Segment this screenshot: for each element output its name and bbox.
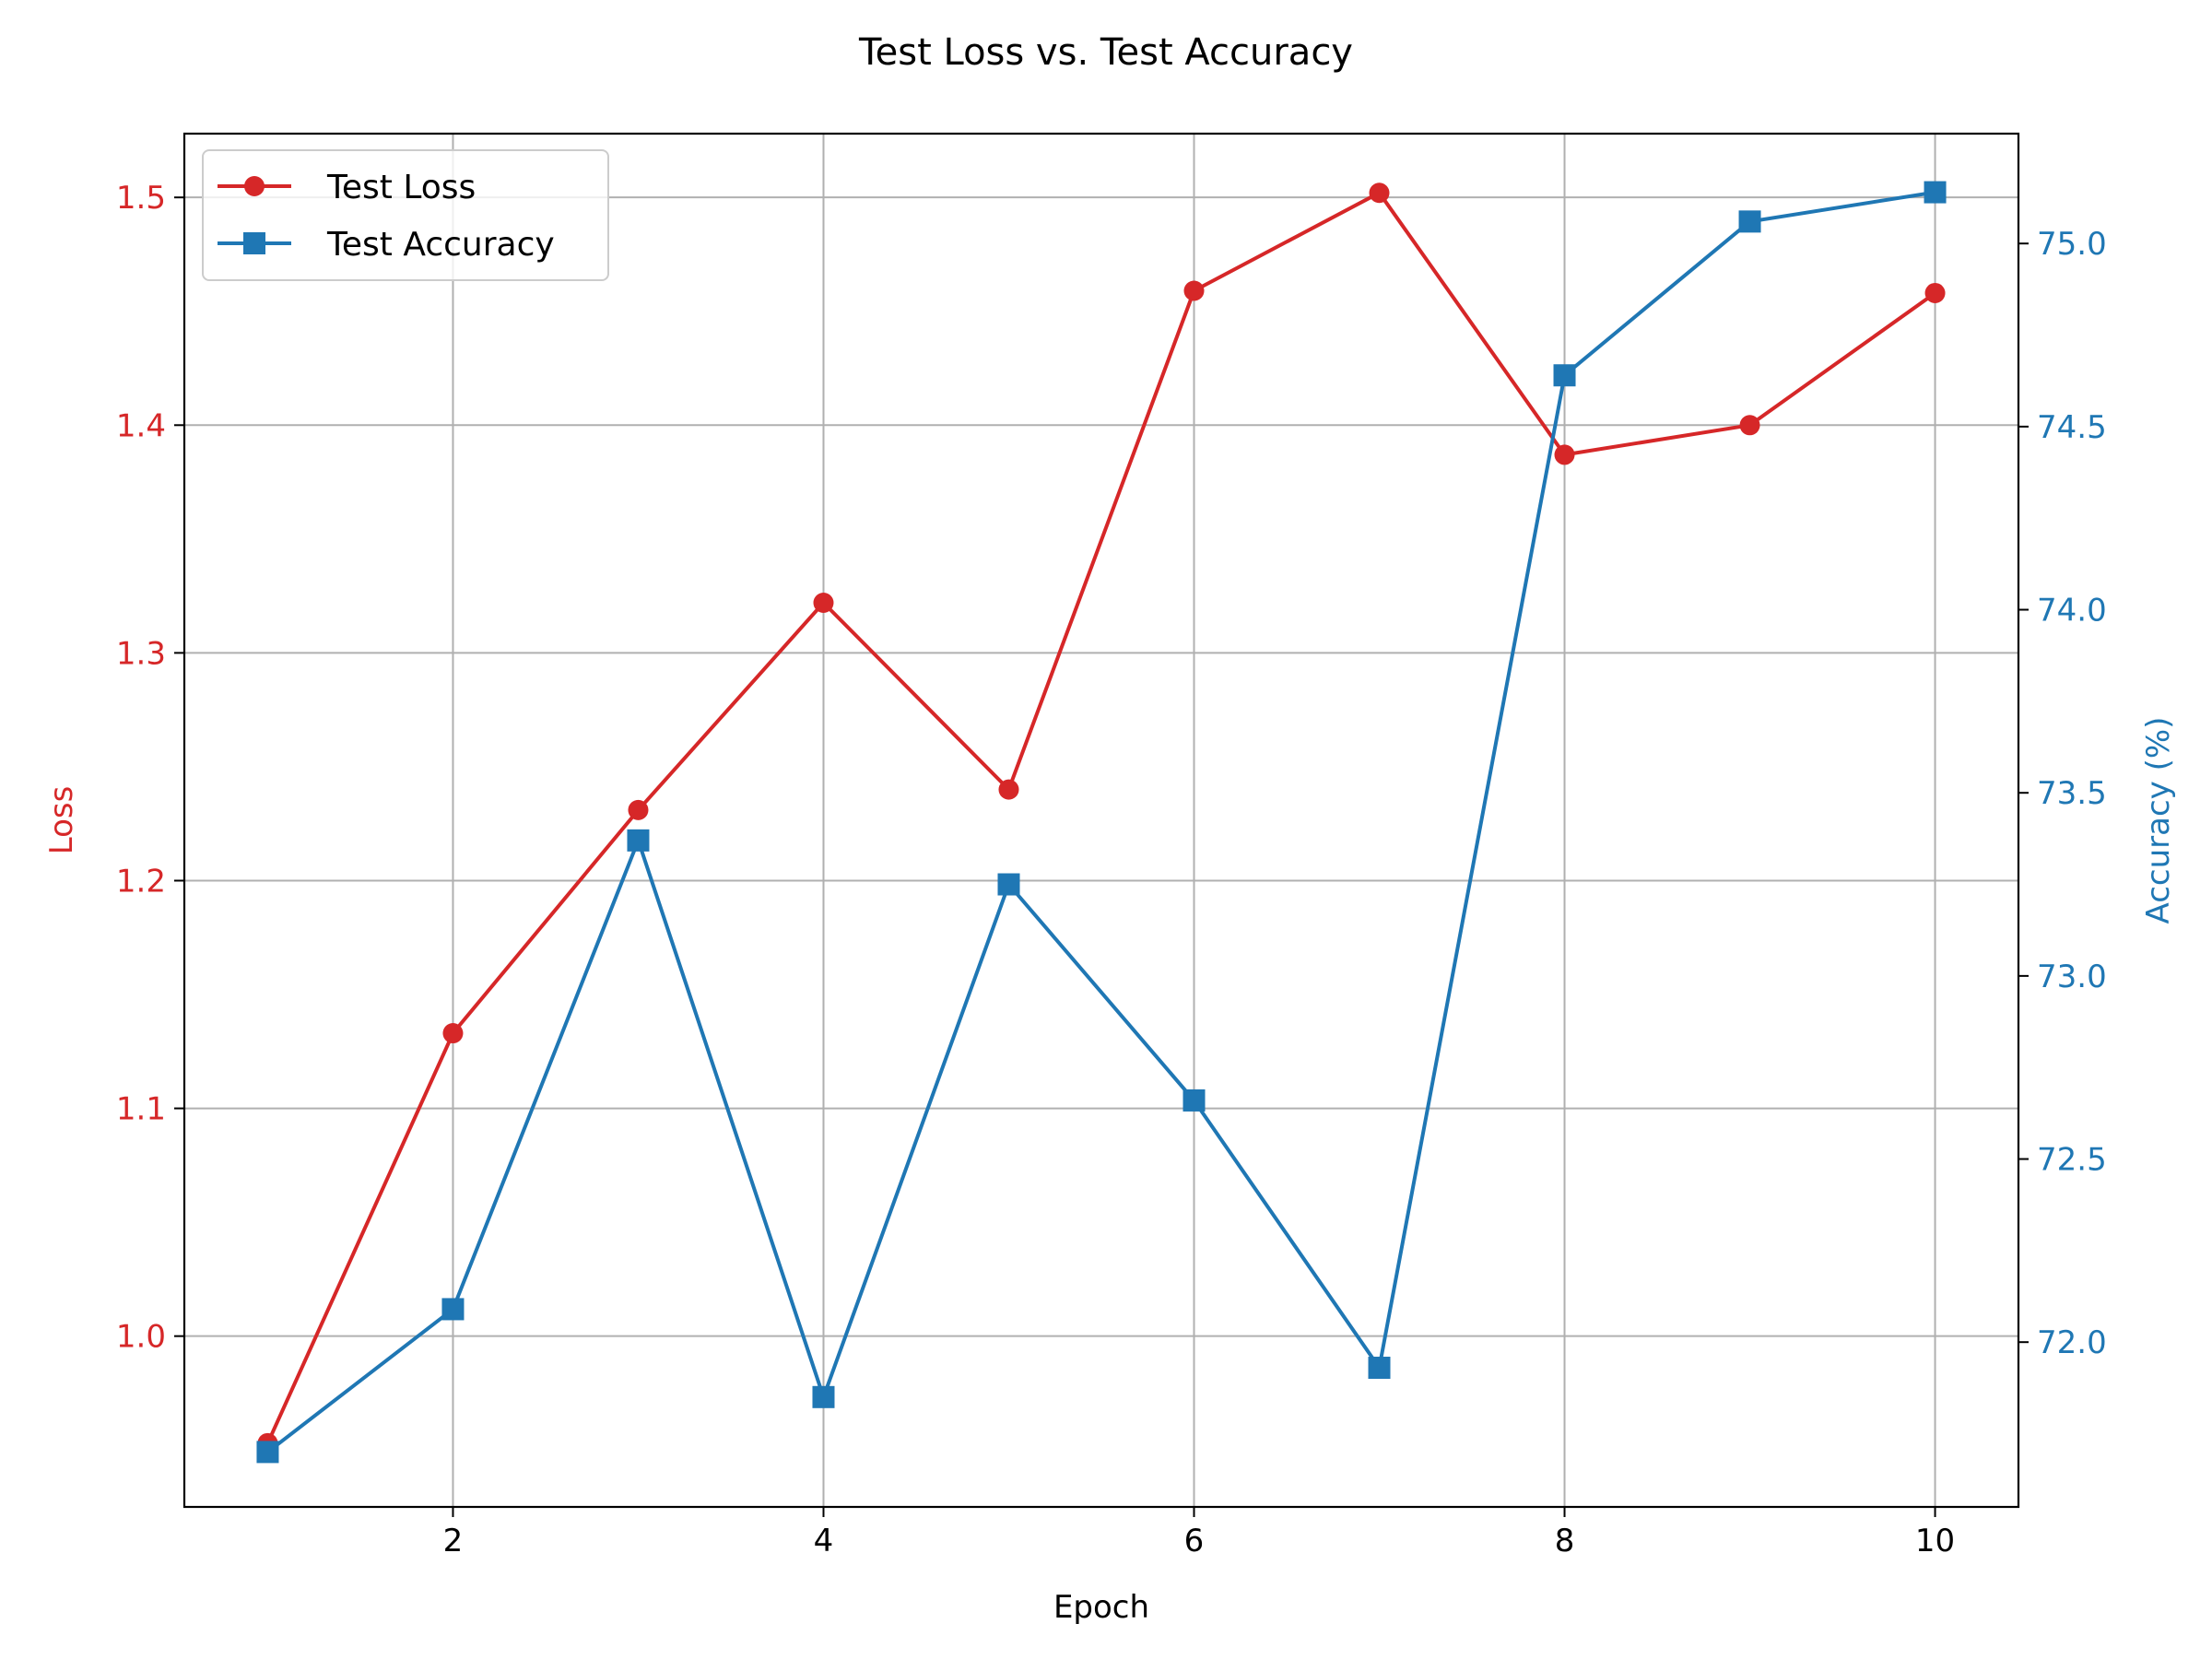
y-right-tick-label: 75.0	[2037, 226, 2107, 263]
grid	[184, 134, 2018, 1507]
accuracy-point	[997, 873, 1020, 896]
y-left-tick-label: 1.3	[116, 635, 166, 672]
x-tick-label: 4	[814, 1523, 834, 1559]
legend-box	[202, 149, 609, 281]
accuracy-point	[812, 1385, 835, 1408]
legend: Test Loss Test Accuracy	[202, 149, 609, 281]
loss-point	[1554, 444, 1575, 465]
y-left-tick-label: 1.0	[116, 1319, 166, 1356]
chart-title: Test Loss vs. Test Accuracy	[858, 31, 1353, 74]
x-tick-label: 6	[1184, 1523, 1205, 1559]
y-right-tick-label: 73.0	[2037, 959, 2107, 995]
y-left-axis-label: Loss	[43, 786, 80, 855]
accuracy-point	[441, 1298, 465, 1321]
test-loss-line	[265, 191, 1936, 1444]
y-right-tick-label: 73.5	[2037, 775, 2107, 812]
series-layer	[256, 181, 1947, 1464]
legend-label-test-loss: Test Loss	[326, 169, 476, 206]
loss-point	[628, 799, 649, 820]
y-left-tick-label: 1.5	[116, 180, 166, 217]
accuracy-point	[1368, 1357, 1391, 1380]
accuracy-point	[1738, 210, 1761, 233]
loss-point	[1739, 415, 1760, 436]
y-left-tick-label: 1.1	[116, 1091, 166, 1128]
x-axis-label: Epoch	[1053, 1589, 1149, 1626]
legend-marker-test-accuracy	[243, 232, 265, 254]
loss-point	[1183, 280, 1205, 301]
y-right-tick-label: 72.5	[2037, 1142, 2107, 1179]
axes: 2 4 6 8 10 1.0 1.1 1.2 1.3 1.4 1.5 72.0 72.5 73.0 73.5…	[116, 180, 2107, 1559]
loss-point	[813, 593, 834, 614]
legend-marker-test-loss	[244, 176, 265, 196]
x-tick-label: 8	[1555, 1523, 1575, 1559]
series-test-accuracy	[256, 181, 1947, 1464]
y-right-axis-label: Accuracy (%)	[2140, 717, 2177, 924]
y-right-tick-label: 74.5	[2037, 409, 2107, 446]
loss-point	[442, 1023, 464, 1044]
y-right-tick-label: 74.0	[2037, 593, 2107, 629]
x-tick-label: 10	[1915, 1523, 1955, 1559]
test-accuracy-line	[266, 190, 1936, 1453]
plot-frame	[182, 132, 2020, 1509]
accuracy-point	[1553, 364, 1576, 387]
loss-point	[998, 779, 1019, 800]
y-left-tick-label: 1.4	[116, 407, 166, 444]
loss-point	[1369, 182, 1390, 204]
accuracy-point	[1924, 181, 1947, 204]
accuracy-point	[627, 829, 650, 852]
accuracy-point	[256, 1441, 279, 1464]
y-right-tick-label: 72.0	[2037, 1324, 2107, 1361]
y-left-tick-label: 1.2	[116, 863, 166, 900]
loss-point	[1924, 282, 1946, 303]
series-test-loss	[257, 182, 1946, 1453]
accuracy-point	[1182, 1088, 1206, 1112]
legend-label-test-accuracy: Test Accuracy	[326, 226, 555, 264]
x-tick-label: 2	[443, 1523, 464, 1559]
